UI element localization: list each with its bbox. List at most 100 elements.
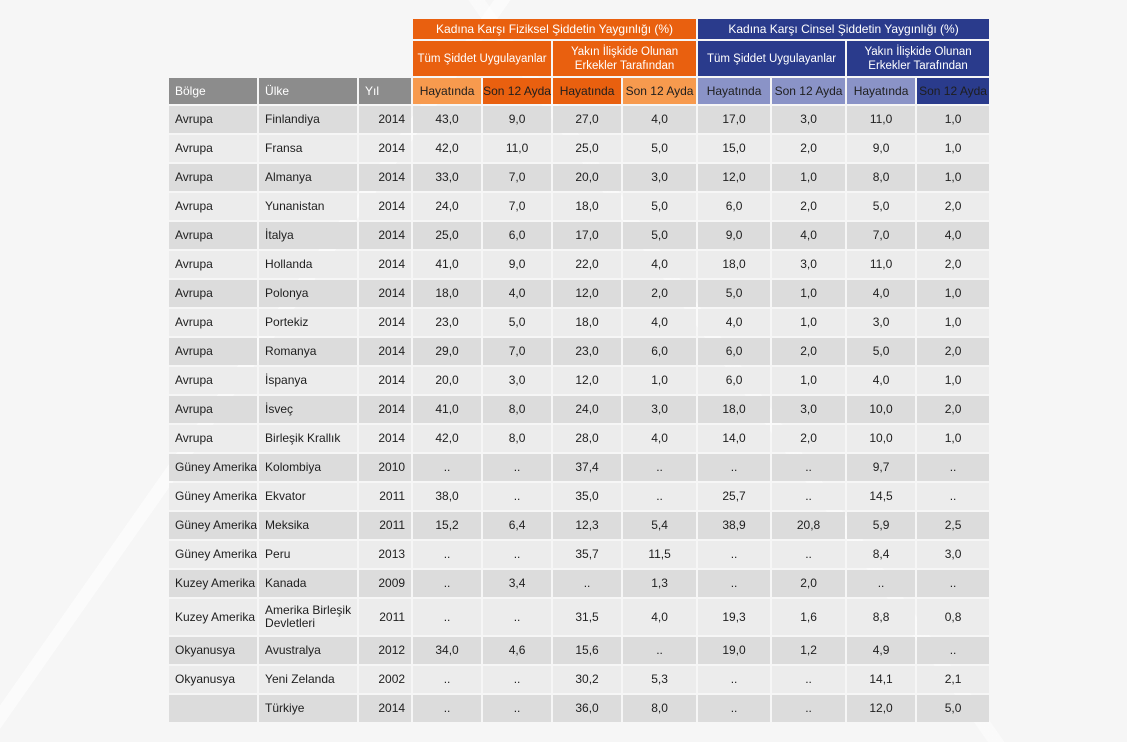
value-cell: 23,0 (413, 309, 482, 336)
table-row: Kuzey Amerika Amerika Birleşik Devletleri… (169, 599, 990, 635)
value-cell: .. (847, 570, 916, 597)
value-cell: 3,0 (772, 106, 846, 133)
region-cell: Avrupa (169, 222, 258, 249)
region-cell: Güney Amerika (169, 483, 258, 510)
country-cell: Avustralya (259, 637, 358, 664)
value-cell: 14,1 (847, 666, 916, 693)
value-cell: 20,8 (772, 512, 846, 539)
value-cell: .. (917, 483, 990, 510)
year-cell: 2002 (359, 666, 412, 693)
sexual-all-perpetrators-header: Tüm Şiddet Uygulayanlar (698, 41, 846, 76)
value-cell: 10,0 (847, 396, 916, 423)
value-cell: 2,5 (917, 512, 990, 539)
value-cell: 2,0 (772, 570, 846, 597)
value-cell: 5,0 (698, 280, 771, 307)
table-row: Güney Amerika Meksika 2011 15,2 6,4 12,3 5,4 38… (169, 512, 990, 539)
value-cell: .. (623, 637, 697, 664)
value-cell: 2,0 (917, 396, 990, 423)
year-cell: 2014 (359, 280, 412, 307)
value-cell: 2,0 (623, 280, 697, 307)
value-cell: 41,0 (413, 396, 482, 423)
country-cell: Kanada (259, 570, 358, 597)
value-cell: 3,4 (483, 570, 552, 597)
value-cell: 1,3 (623, 570, 697, 597)
table-row: Okyanusya Avustralya 2012 34,0 4,6 15,6.. 19,0… (169, 637, 990, 664)
value-cell: 38,9 (698, 512, 771, 539)
year-cell: 2013 (359, 541, 412, 568)
value-cell: 9,0 (483, 251, 552, 278)
value-cell: 3,0 (772, 251, 846, 278)
value-cell: 15,6 (553, 637, 622, 664)
value-cell: 38,0 (413, 483, 482, 510)
country-cell: Romanya (259, 338, 358, 365)
value-cell: 34,0 (413, 637, 482, 664)
year-cell: 2014 (359, 164, 412, 191)
value-cell: 10,0 (847, 425, 916, 452)
country-cell: Birleşik Krallık (259, 425, 358, 452)
region-cell: Avrupa (169, 106, 258, 133)
value-cell: 4,0 (847, 367, 916, 394)
value-cell: 4,0 (623, 309, 697, 336)
value-cell: 6,0 (698, 367, 771, 394)
column-header-lifetime: Hayatında (413, 78, 482, 104)
value-cell: 2,0 (917, 338, 990, 365)
column-header-lifetime: Hayatında (698, 78, 771, 104)
value-cell: 4,0 (917, 222, 990, 249)
value-cell: 37,4 (553, 454, 622, 481)
value-cell: 18,0 (698, 396, 771, 423)
value-cell: 25,0 (413, 222, 482, 249)
value-cell: 6,0 (483, 222, 552, 249)
value-cell: .. (483, 666, 552, 693)
value-cell: 24,0 (413, 193, 482, 220)
table-row: Güney Amerika Kolombiya 2010.... 37,4......… (169, 454, 990, 481)
value-cell: .. (772, 454, 846, 481)
value-cell: 4,0 (847, 280, 916, 307)
table-row: Türkiye 2014.... 36,0 8,0.... 12,0 5,0 (169, 695, 990, 722)
year-cell: 2011 (359, 512, 412, 539)
year-cell: 2014 (359, 106, 412, 133)
value-cell: 18,0 (553, 309, 622, 336)
value-cell: 12,0 (553, 280, 622, 307)
value-cell: 6,0 (623, 338, 697, 365)
table-row: Kuzey Amerika Kanada 2009.. 3,4.. 1,3.. 2,0..… (169, 570, 990, 597)
value-cell: 1,0 (623, 367, 697, 394)
value-cell: .. (917, 637, 990, 664)
value-cell: 15,0 (698, 135, 771, 162)
year-cell: 2014 (359, 396, 412, 423)
region-cell: Avrupa (169, 338, 258, 365)
column-header-last12: Son 12 Ayda (483, 78, 552, 104)
table-row: Avrupa Hollanda 2014 41,0 9,0 22,0 4,0 18,0 3,0 1… (169, 251, 990, 278)
value-cell: 9,0 (847, 135, 916, 162)
value-cell: 14,0 (698, 425, 771, 452)
column-header-last12: Son 12 Ayda (623, 78, 697, 104)
table-row: Avrupa Birleşik Krallık 2014 42,0 8,0 28,0 4,0… (169, 425, 990, 452)
value-cell: .. (698, 570, 771, 597)
value-cell: 9,7 (847, 454, 916, 481)
country-cell: Kolombiya (259, 454, 358, 481)
table-row: Avrupa Yunanistan 2014 24,0 7,0 18,0 5,0 6,0 2,0… (169, 193, 990, 220)
value-cell: 24,0 (553, 396, 622, 423)
country-cell: Peru (259, 541, 358, 568)
value-cell: .. (917, 454, 990, 481)
column-header-last12: Son 12 Ayda (772, 78, 846, 104)
value-cell: 11,5 (623, 541, 697, 568)
country-cell: İspanya (259, 367, 358, 394)
value-cell: 2,0 (917, 193, 990, 220)
year-cell: 2014 (359, 309, 412, 336)
value-cell: .. (413, 541, 482, 568)
value-cell: 3,0 (623, 164, 697, 191)
value-cell: 4,0 (623, 106, 697, 133)
value-cell: 8,4 (847, 541, 916, 568)
region-cell: Avrupa (169, 251, 258, 278)
value-cell: 4,0 (623, 425, 697, 452)
value-cell: .. (413, 695, 482, 722)
value-cell: .. (413, 666, 482, 693)
value-cell: .. (553, 570, 622, 597)
country-cell: Polonya (259, 280, 358, 307)
value-cell: .. (772, 666, 846, 693)
value-cell: .. (413, 599, 482, 635)
region-cell: Kuzey Amerika (169, 570, 258, 597)
value-cell: 20,0 (553, 164, 622, 191)
value-cell: 7,0 (483, 164, 552, 191)
value-cell: 2,0 (772, 193, 846, 220)
